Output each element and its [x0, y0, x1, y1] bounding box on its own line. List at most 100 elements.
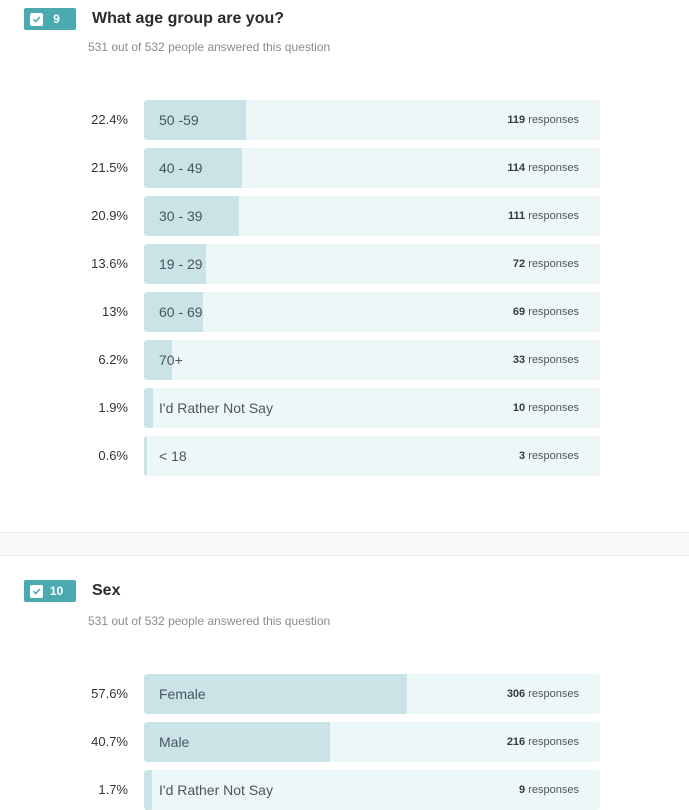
- answer-bar-fill: [144, 100, 246, 140]
- response-count-word: responses: [528, 688, 579, 700]
- response-count: 33 responses: [513, 340, 579, 380]
- answer-percent: 1.7%: [98, 782, 128, 797]
- answer-bar-fill: [144, 148, 242, 188]
- answer-bar-fill: [144, 196, 239, 236]
- response-count-word: responses: [528, 258, 579, 270]
- check-icon: [30, 584, 43, 598]
- answer-percent: 57.6%: [91, 686, 128, 701]
- response-count-number: 33: [512, 354, 526, 366]
- answer-label: 19 - 29: [159, 256, 203, 272]
- answer-row[interactable]: 13% 60 - 69 69 responses: [0, 292, 689, 332]
- question-card-10: 10 Sex 531 out of 532 people answered th…: [0, 556, 689, 810]
- answer-row[interactable]: 13.6% 19 - 29 72 responses: [0, 244, 689, 284]
- response-count-number: 114: [507, 162, 526, 174]
- response-count-number: 10: [512, 402, 526, 414]
- answer-row[interactable]: 57.6% Female 306 responses: [0, 674, 689, 714]
- answer-bar: Female 306 responses: [144, 674, 600, 714]
- answer-percent: 1.9%: [98, 400, 128, 415]
- answer-row[interactable]: 6.2% 70+ 33 responses: [0, 340, 689, 380]
- answer-label: I'd Rather Not Say: [159, 782, 273, 798]
- response-count-word: responses: [528, 210, 579, 222]
- answer-bar: 30 - 39 111 responses: [144, 196, 600, 236]
- question-header: 9 What age group are you?: [24, 8, 284, 30]
- question-card-9: 9 What age group are you? 531 out of 532…: [0, 8, 689, 476]
- answer-bar-fill: [144, 770, 152, 810]
- response-count-number: 111: [508, 210, 526, 222]
- answer-percent: 0.6%: [98, 448, 128, 463]
- response-count: 9 responses: [519, 770, 579, 810]
- response-count-word: responses: [528, 736, 579, 748]
- response-count-number: 216: [506, 736, 526, 748]
- response-count: 10 responses: [513, 388, 579, 428]
- answer-bar-fill: [144, 436, 147, 476]
- answer-label: 70+: [159, 352, 183, 368]
- question-title: Sex: [92, 582, 121, 599]
- answer-row[interactable]: 21.5% 40 - 49 114 responses: [0, 148, 689, 188]
- answer-row[interactable]: 0.6% < 18 3 responses: [0, 436, 689, 476]
- answer-bar-fill: [144, 674, 407, 714]
- answer-label: 40 - 49: [159, 160, 203, 176]
- response-count-word: responses: [528, 306, 579, 318]
- answer-percent: 40.7%: [91, 734, 128, 749]
- answer-bar: 70+ 33 responses: [144, 340, 600, 380]
- answer-bar-fill: [144, 388, 153, 428]
- section-divider: [0, 532, 689, 556]
- answer-percent: 6.2%: [98, 352, 128, 367]
- answer-list: 57.6% Female 306 responses 40.7% Male 216 res…: [0, 674, 689, 810]
- response-count: 69 responses: [513, 292, 579, 332]
- answer-row[interactable]: 1.7% I'd Rather Not Say 9 responses: [0, 770, 689, 810]
- response-count-word: responses: [528, 354, 579, 366]
- question-badge[interactable]: 10: [24, 580, 76, 602]
- question-badge[interactable]: 9: [24, 8, 76, 30]
- answer-row[interactable]: 22.4% 50 -59 119 responses: [0, 100, 689, 140]
- response-count-number: 69: [512, 306, 526, 318]
- response-count: 111 responses: [508, 196, 579, 236]
- response-count: 3 responses: [519, 436, 579, 476]
- answer-label: 30 - 39: [159, 208, 203, 224]
- answer-bar: 50 -59 119 responses: [144, 100, 600, 140]
- response-count: 114 responses: [507, 148, 579, 188]
- response-count-word: responses: [528, 450, 579, 462]
- answer-bar: Male 216 responses: [144, 722, 600, 762]
- answer-percent: 20.9%: [91, 208, 128, 223]
- check-icon: [30, 12, 43, 26]
- question-subtitle: 531 out of 532 people answered this ques…: [88, 40, 331, 54]
- answer-bar: 60 - 69 69 responses: [144, 292, 600, 332]
- response-count: 216 responses: [507, 722, 579, 762]
- answer-bar: I'd Rather Not Say 10 responses: [144, 388, 600, 428]
- response-count: 306 responses: [507, 674, 579, 714]
- answer-label: Male: [159, 734, 190, 750]
- answer-bar-fill: [144, 292, 203, 332]
- response-count-number: 72: [512, 258, 526, 270]
- question-subtitle: 531 out of 532 people answered this ques…: [88, 614, 331, 628]
- response-count-number: 119: [507, 114, 526, 126]
- answer-row[interactable]: 1.9% I'd Rather Not Say 10 responses: [0, 388, 689, 428]
- response-count: 119 responses: [507, 100, 579, 140]
- response-count-word: responses: [528, 114, 579, 126]
- response-count-word: responses: [528, 784, 579, 796]
- answer-label: < 18: [159, 448, 187, 464]
- answer-bar: 40 - 49 114 responses: [144, 148, 600, 188]
- answer-label: I'd Rather Not Say: [159, 400, 273, 416]
- response-count-word: responses: [528, 162, 579, 174]
- answer-percent: 13.6%: [91, 256, 128, 271]
- response-count-word: responses: [528, 402, 579, 414]
- response-count: 72 responses: [513, 244, 579, 284]
- answer-bar-fill: [144, 722, 330, 762]
- response-count-number: 9: [519, 784, 526, 796]
- answer-row[interactable]: 40.7% Male 216 responses: [0, 722, 689, 762]
- answer-bar-fill: [144, 244, 206, 284]
- question-number: 10: [49, 584, 64, 598]
- answer-percent: 22.4%: [91, 112, 128, 127]
- answer-bar: I'd Rather Not Say 9 responses: [144, 770, 600, 810]
- answer-label: 50 -59: [159, 112, 199, 128]
- response-count-number: 3: [519, 450, 526, 462]
- question-title: What age group are you?: [92, 10, 285, 27]
- answer-row[interactable]: 20.9% 30 - 39 111 responses: [0, 196, 689, 236]
- answer-percent: 21.5%: [91, 160, 128, 175]
- answer-bar: 19 - 29 72 responses: [144, 244, 600, 284]
- question-header: 10 Sex: [24, 580, 120, 602]
- answer-label: Female: [159, 686, 206, 702]
- answer-percent: 13%: [101, 304, 128, 319]
- answer-label: 60 - 69: [159, 304, 203, 320]
